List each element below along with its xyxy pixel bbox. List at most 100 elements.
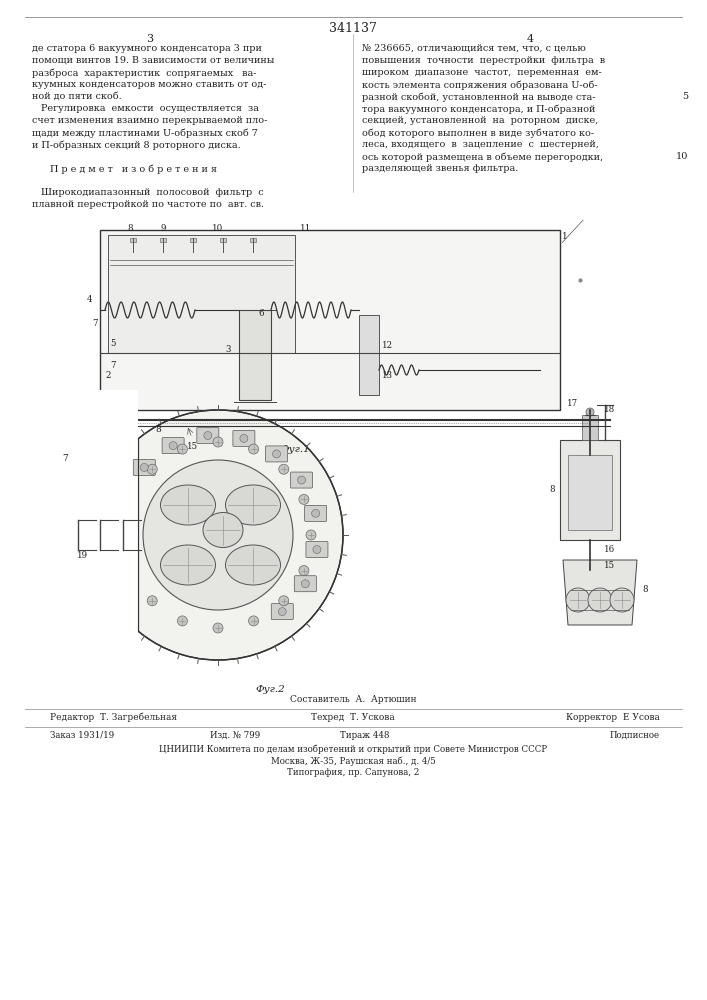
FancyBboxPatch shape (233, 430, 255, 446)
Text: плавной перестройкой по частоте по  авт. св.: плавной перестройкой по частоте по авт. … (32, 200, 264, 209)
Text: Изд. № 799: Изд. № 799 (210, 731, 260, 740)
Text: де статора 6 вакуумного конденсатора 3 при: де статора 6 вакуумного конденсатора 3 п… (32, 44, 262, 53)
Text: тора вакуумного конденсатора, и П-образной: тора вакуумного конденсатора, и П-образн… (362, 104, 595, 113)
FancyBboxPatch shape (134, 459, 156, 475)
Text: 10: 10 (212, 224, 223, 233)
Bar (250, 238, 256, 242)
Text: 7: 7 (62, 454, 68, 463)
Text: ось которой размещена в объеме перегородки,: ось которой размещена в объеме перегород… (362, 152, 603, 161)
Text: обод которого выполнен в виде зубчатого ко-: обод которого выполнен в виде зубчатого … (362, 128, 594, 137)
Bar (100, 230, 560, 410)
Text: 11: 11 (300, 224, 311, 233)
Circle shape (169, 442, 177, 450)
Bar (560, 440, 620, 540)
Bar (359, 315, 379, 395)
Circle shape (213, 437, 223, 447)
Text: 19: 19 (77, 550, 88, 560)
Text: 4: 4 (527, 34, 534, 44)
Text: 10: 10 (676, 152, 688, 161)
Text: 3: 3 (146, 34, 153, 44)
Bar (220, 238, 226, 242)
Text: разделяющей звенья фильтра.: разделяющей звенья фильтра. (362, 164, 518, 173)
Text: Типография, пр. Сапунова, 2: Типография, пр. Сапунова, 2 (287, 768, 419, 777)
FancyBboxPatch shape (197, 428, 219, 444)
Circle shape (147, 464, 157, 474)
Circle shape (312, 509, 320, 517)
Text: Регулировка  емкости  осуществляется  за: Регулировка емкости осуществляется за (32, 104, 259, 113)
Circle shape (299, 566, 309, 576)
Circle shape (279, 596, 288, 606)
FancyBboxPatch shape (294, 576, 316, 592)
Text: Заказ 1931/19: Заказ 1931/19 (50, 731, 115, 740)
Text: 5: 5 (682, 92, 688, 101)
Bar (130, 238, 136, 242)
Text: 9: 9 (160, 224, 165, 233)
Circle shape (306, 530, 316, 540)
Circle shape (147, 596, 157, 606)
Text: Редактор  Т. Загребельная: Редактор Т. Загребельная (50, 713, 177, 722)
Bar (108, 235, 295, 353)
Bar (190, 238, 196, 242)
Ellipse shape (160, 545, 216, 585)
Circle shape (249, 616, 259, 626)
Text: 8: 8 (642, 585, 648, 594)
FancyBboxPatch shape (291, 472, 312, 488)
Text: 16: 16 (604, 546, 615, 554)
Text: 15: 15 (604, 560, 615, 570)
Polygon shape (563, 560, 637, 625)
Circle shape (143, 460, 293, 610)
Circle shape (272, 450, 281, 458)
Circle shape (566, 588, 590, 612)
Bar (568, 455, 612, 530)
FancyBboxPatch shape (162, 438, 184, 454)
Text: и П-образных секций 8 роторного диска.: и П-образных секций 8 роторного диска. (32, 140, 240, 149)
Ellipse shape (160, 485, 216, 525)
FancyBboxPatch shape (266, 446, 288, 462)
Text: № 236665, отличающийся тем, что, с целью: № 236665, отличающийся тем, что, с целью (362, 44, 586, 53)
Text: Москва, Ж-35, Раушская наб., д. 4/5: Москва, Ж-35, Раушская наб., д. 4/5 (271, 756, 436, 766)
Text: П р е д м е т   и з о б р е т е н и я: П р е д м е т и з о б р е т е н и я (32, 164, 217, 174)
Text: Подписное: Подписное (610, 731, 660, 740)
Text: 15: 15 (187, 442, 197, 451)
Text: 341137: 341137 (329, 22, 377, 35)
Ellipse shape (203, 512, 243, 548)
Text: 14: 14 (105, 442, 115, 451)
FancyBboxPatch shape (306, 541, 328, 557)
Circle shape (93, 410, 343, 660)
Circle shape (610, 588, 634, 612)
Bar (582, 415, 598, 440)
Text: 3: 3 (226, 346, 231, 355)
Text: 7: 7 (93, 318, 98, 328)
Circle shape (177, 616, 187, 626)
Circle shape (249, 444, 259, 454)
Text: кость элемента сопряжения образована U-об-: кость элемента сопряжения образована U-о… (362, 80, 597, 90)
Text: помощи винтов 19. В зависимости от величины: помощи винтов 19. В зависимости от велич… (32, 56, 274, 65)
Circle shape (279, 608, 286, 616)
Circle shape (204, 432, 212, 440)
Text: ной до пяти скоб.: ной до пяти скоб. (32, 92, 122, 101)
Circle shape (177, 444, 187, 454)
Text: 1: 1 (562, 232, 568, 241)
Text: 2: 2 (105, 370, 110, 379)
Bar (102, 414, 122, 432)
Text: 8: 8 (549, 486, 555, 494)
Text: 18: 18 (604, 406, 615, 414)
Text: разброса  характеристик  сопрягаемых   ва-: разброса характеристик сопрягаемых ва- (32, 68, 257, 78)
Text: щади между пластинами U-образных скоб 7: щади между пластинами U-образных скоб 7 (32, 128, 258, 137)
Text: 6: 6 (258, 309, 264, 318)
Circle shape (588, 588, 612, 612)
Text: ЦНИИПИ Комитета по делам изобретений и открытий при Совете Министров СССР: ЦНИИПИ Комитета по делам изобретений и о… (159, 744, 547, 754)
Text: Техред  Т. Ускова: Техред Т. Ускова (311, 713, 395, 722)
Bar (160, 238, 166, 242)
Text: счет изменения взаимно перекрываемой пло-: счет изменения взаимно перекрываемой пло… (32, 116, 267, 125)
Circle shape (298, 476, 305, 484)
Circle shape (213, 623, 223, 633)
Text: Широкодиапазонный  полосовой  фильтр  с: Широкодиапазонный полосовой фильтр с (32, 188, 264, 197)
Text: разной скобой, установленной на выводе ста-: разной скобой, установленной на выводе с… (362, 92, 595, 102)
Text: куумных конденсаторов можно ставить от од-: куумных конденсаторов можно ставить от о… (32, 80, 267, 89)
Text: Фуг.2: Фуг.2 (255, 685, 285, 694)
FancyBboxPatch shape (271, 604, 293, 620)
Polygon shape (0, 390, 138, 680)
Text: 8: 8 (127, 224, 133, 233)
Ellipse shape (226, 545, 281, 585)
